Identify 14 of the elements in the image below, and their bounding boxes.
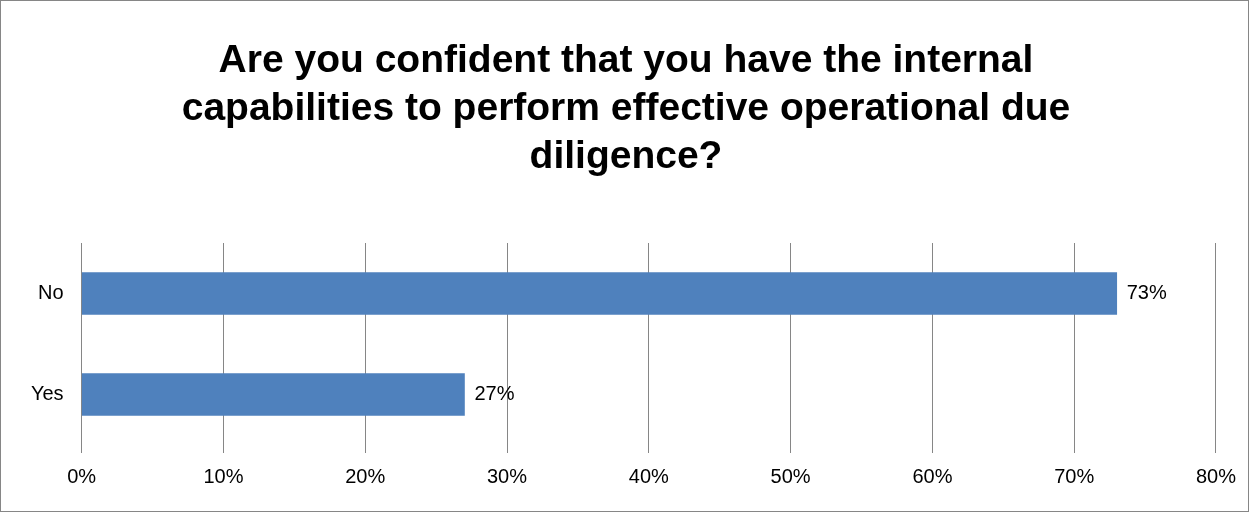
y-tick-label: No [38,281,64,304]
data-label: 27% [474,382,515,405]
x-tick-label: 80% [1195,464,1237,487]
x-tick-label: 10% [203,464,244,487]
x-tick-label: 50% [770,464,811,487]
chart-title: Are you confident that you have the internal capabilities to perform effective operational due diligence? [180,36,1072,178]
x-tick-label: 0% [67,464,97,487]
data-label: 73% [1126,281,1167,304]
x-tick-label: 60% [912,464,953,487]
x-tick-label: 20% [345,464,386,487]
x-tick-label: 70% [1054,464,1095,487]
y-tick-label: Yes [30,382,64,405]
x-tick-label: 40% [628,464,670,487]
x-tick-label: 30% [487,464,528,487]
